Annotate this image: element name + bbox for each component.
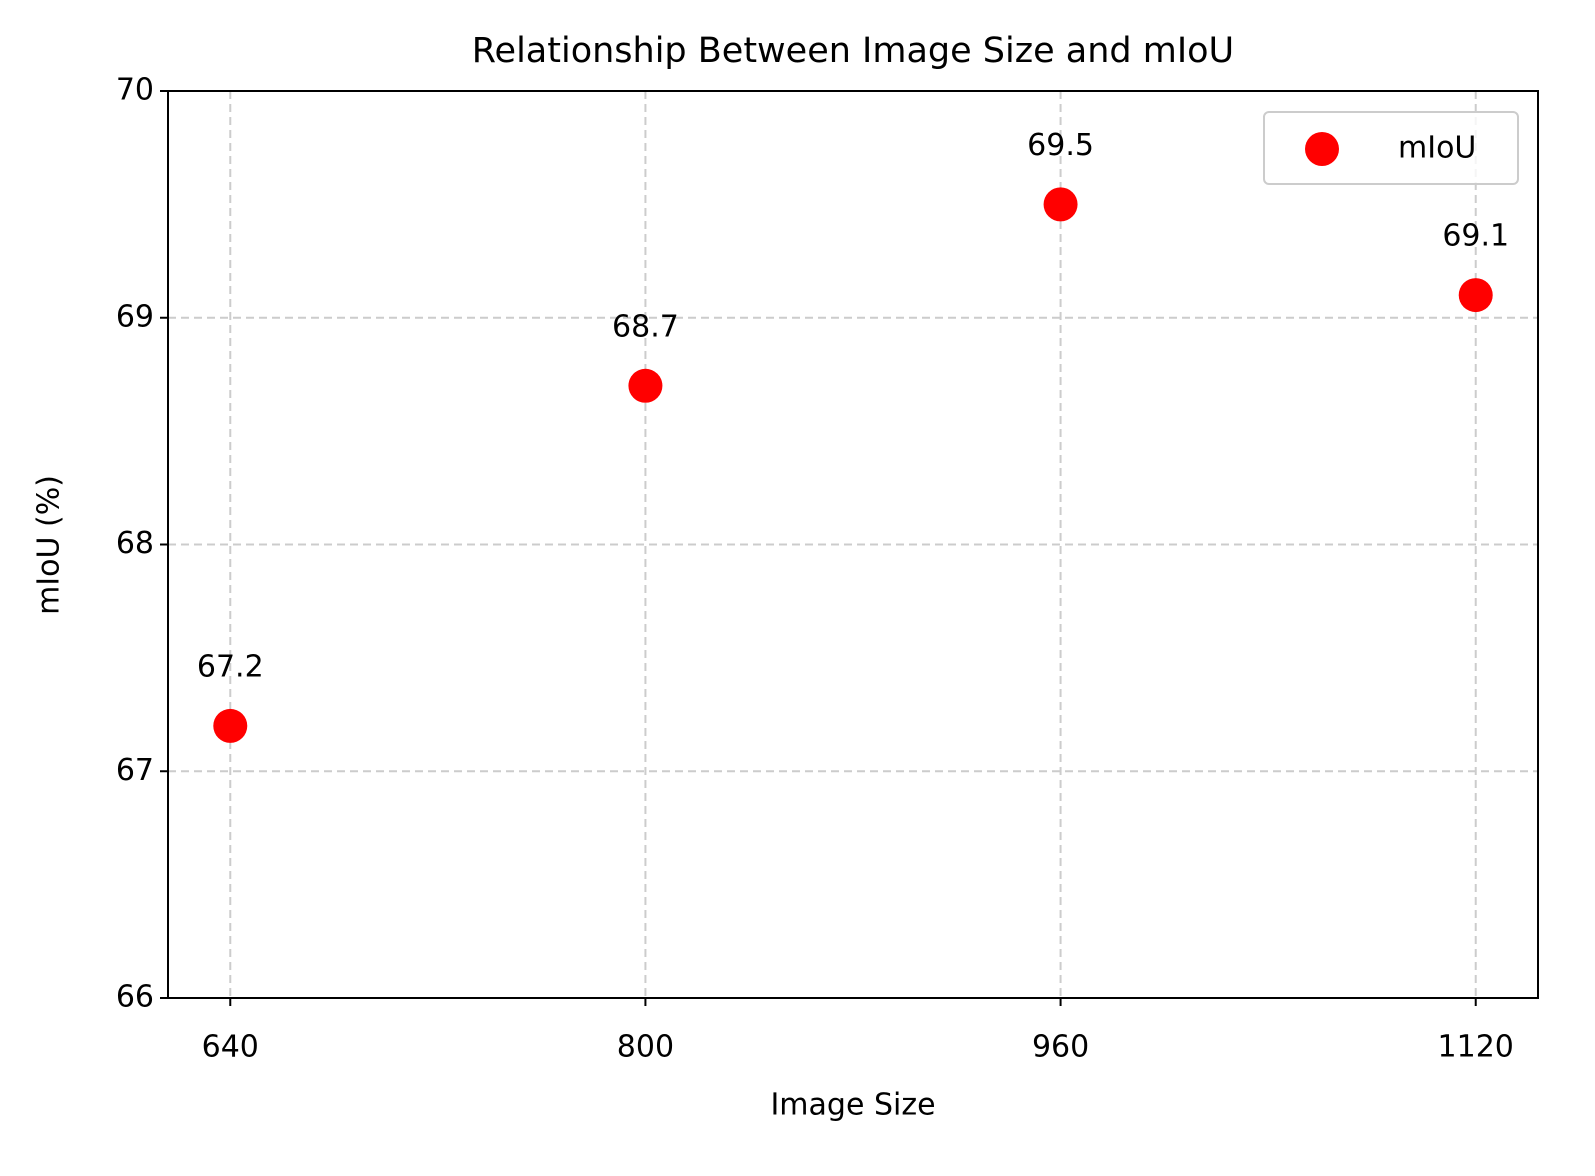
legend-label: mIoU	[1398, 131, 1476, 166]
y-tick-label: 70	[116, 73, 154, 108]
data-label: 69.1	[1442, 219, 1509, 254]
x-axis-label: Image Size	[770, 1088, 935, 1123]
legend-box	[1263, 111, 1519, 185]
point	[213, 708, 248, 743]
x-tick-label: 640	[202, 1030, 259, 1065]
point	[1458, 278, 1493, 313]
y-axis-label: mIoU (%)	[32, 475, 67, 615]
y-tick-label: 69	[116, 299, 154, 334]
plot-frame	[167, 90, 1539, 999]
point	[1043, 187, 1078, 222]
y-tick-label: 68	[116, 526, 154, 561]
x-tick-label: 960	[1032, 1030, 1089, 1065]
point	[628, 368, 663, 403]
chart-title: Relationship Between Image Size and mIoU	[472, 31, 1234, 71]
y-tick-label: 66	[116, 980, 154, 1015]
data-label: 67.2	[197, 649, 264, 684]
data-label: 68.7	[612, 309, 679, 344]
x-tick-label: 800	[617, 1030, 674, 1065]
legend-marker	[1305, 132, 1339, 166]
x-tick-label: 1120	[1438, 1030, 1514, 1065]
y-tick-label: 67	[116, 753, 154, 788]
data-label: 69.5	[1027, 128, 1094, 163]
